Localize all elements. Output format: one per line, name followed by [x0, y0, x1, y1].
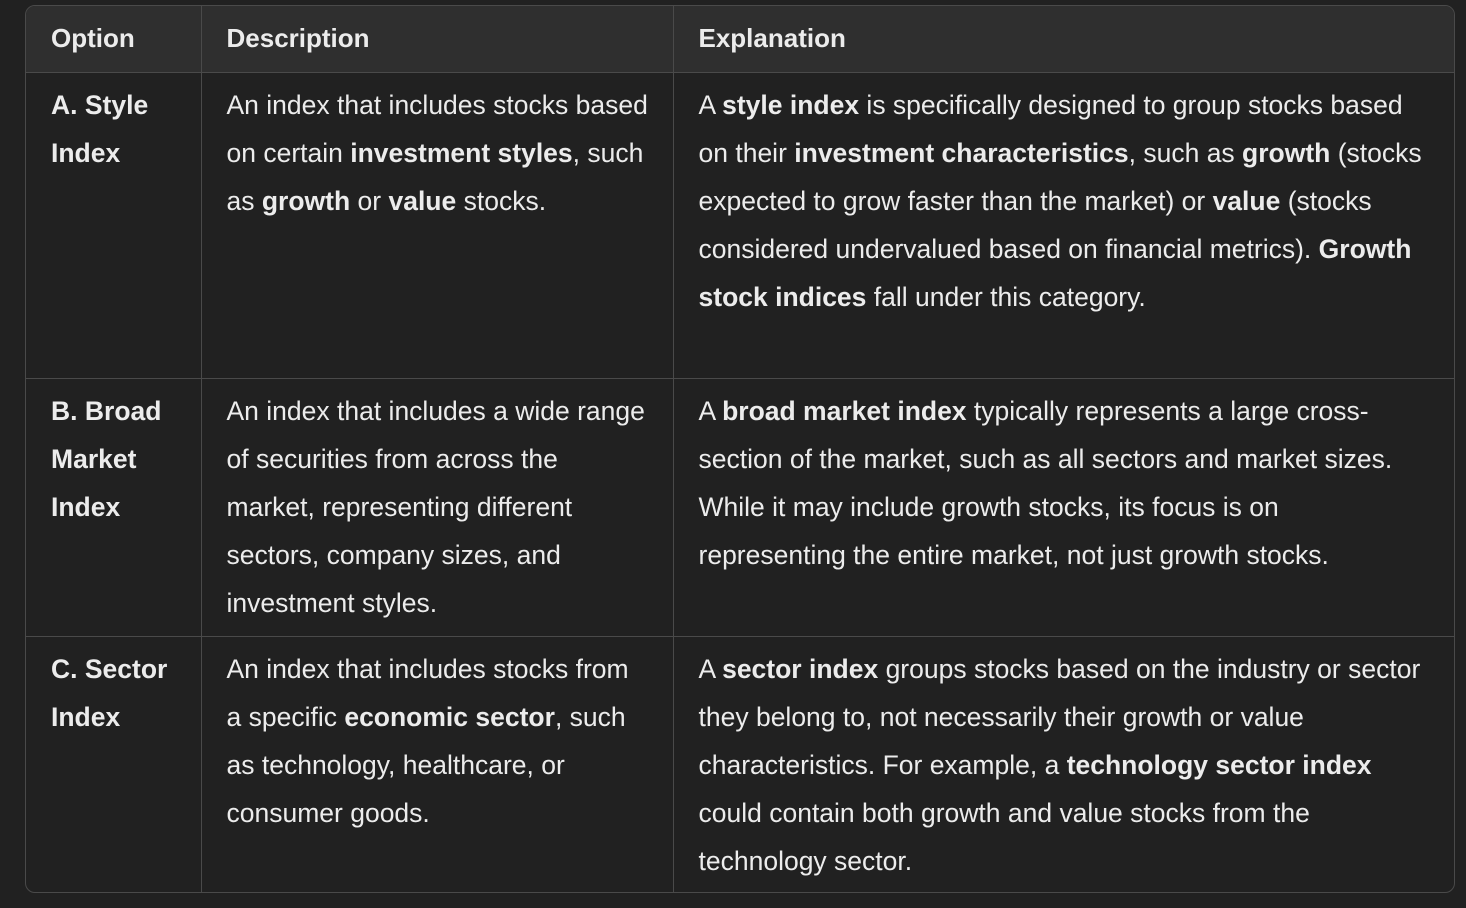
table-row: B. Broad Market Index An index that incl…	[26, 378, 1454, 637]
comparison-table: Option Description Explanation A. Style …	[26, 6, 1454, 892]
bold-term: broad market index	[722, 395, 967, 426]
bold-term: value	[388, 185, 457, 216]
header-explanation: Explanation	[673, 6, 1454, 73]
option-cell: C. Sector Index	[26, 636, 202, 892]
bold-term: sector index	[722, 653, 879, 684]
bold-term: style index	[722, 89, 860, 120]
option-cell: B. Broad Market Index	[26, 378, 202, 637]
bold-term: growth	[1242, 137, 1331, 168]
description-cell: An index that includes stocks based on c…	[201, 72, 674, 379]
explanation-cell: A broad market index typically represent…	[673, 378, 1454, 637]
comparison-table-container: Option Description Explanation A. Style …	[25, 5, 1455, 893]
explanation-cell: A style index is specifically designed t…	[673, 72, 1454, 379]
table-header-row: Option Description Explanation	[26, 6, 1454, 73]
table-row: A. Style Index An index that includes st…	[26, 72, 1454, 379]
bold-term: value	[1212, 185, 1281, 216]
bold-term: economic sector	[344, 701, 555, 732]
description-cell: An index that includes a wide range of s…	[201, 378, 674, 637]
bold-term: Growth stock indices	[698, 233, 1412, 312]
bold-term: technology sector index	[1066, 749, 1372, 780]
table-row: C. Sector Index An index that includes s…	[26, 636, 1454, 892]
bold-term: investment characteristics	[794, 137, 1129, 168]
bold-term: investment styles	[350, 137, 573, 168]
header-option: Option	[26, 6, 202, 73]
explanation-cell: A sector index groups stocks based on th…	[698, 653, 1421, 876]
header-description: Description	[201, 6, 674, 73]
bold-term: growth	[261, 185, 351, 216]
description-cell: An index that includes stocks from a spe…	[201, 636, 674, 892]
option-cell: A. Style Index	[26, 72, 202, 379]
